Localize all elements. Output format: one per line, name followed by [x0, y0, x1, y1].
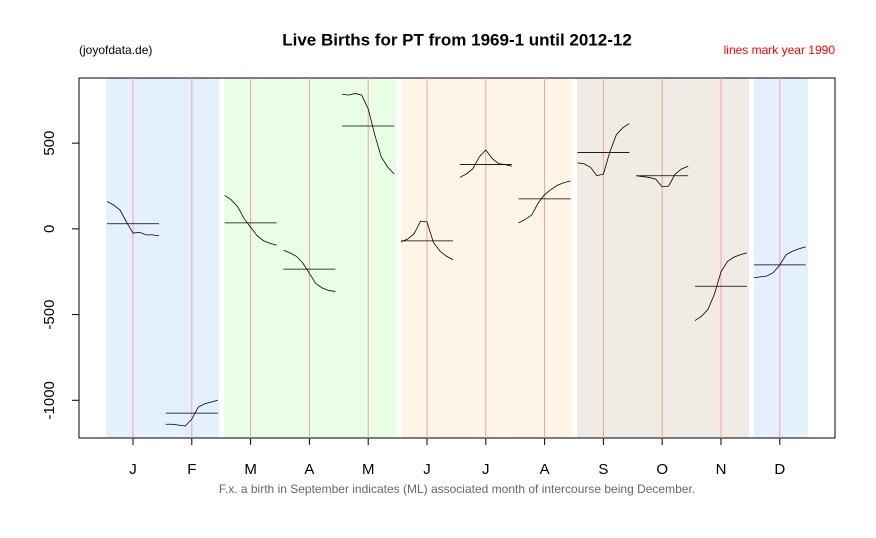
autumn-band	[577, 78, 749, 438]
spring-band	[224, 78, 396, 438]
x-tick-label: D	[774, 461, 785, 478]
x-tick-label: J	[423, 461, 431, 478]
y-tick-label: 0	[41, 225, 58, 233]
subseries-line	[518, 180, 571, 224]
x-tick-label: M	[244, 461, 257, 478]
x-tick-label: J	[482, 461, 490, 478]
subseries-line	[694, 252, 748, 321]
subseries-line	[636, 165, 689, 188]
x-tick-label: J	[129, 461, 137, 478]
x-tick-label: O	[656, 461, 668, 478]
x-tick-label: A	[304, 461, 314, 478]
y-tick-label: -500	[41, 300, 58, 330]
caption: F.x. a birth in September indicates (ML)…	[219, 482, 695, 496]
winter-band	[106, 78, 219, 438]
subseries-line	[224, 195, 277, 246]
chart-title: Live Births for PT from 1969-1 until 201…	[282, 30, 632, 49]
subseries-line	[342, 93, 395, 175]
subtitle: (joyofdata.de)	[79, 43, 152, 57]
subseries-line	[283, 249, 336, 292]
x-tick-label: N	[716, 461, 727, 478]
annotation: lines mark year 1990	[724, 43, 836, 57]
subseries-line	[577, 123, 630, 177]
y-tick-label: 500	[41, 131, 58, 156]
x-tick-label: A	[540, 461, 550, 478]
x-tick-label: S	[598, 461, 608, 478]
x-tick-label: M	[362, 461, 375, 478]
season-bands	[106, 78, 808, 438]
summer-band	[401, 78, 572, 438]
plot-frame	[78, 77, 836, 439]
winter-band	[754, 78, 808, 438]
y-tick-label: -1000	[41, 381, 58, 419]
subseries-line	[106, 201, 160, 237]
subseries-line	[400, 220, 454, 261]
x-tick-label: F	[187, 461, 196, 478]
subseries-line	[165, 399, 218, 427]
